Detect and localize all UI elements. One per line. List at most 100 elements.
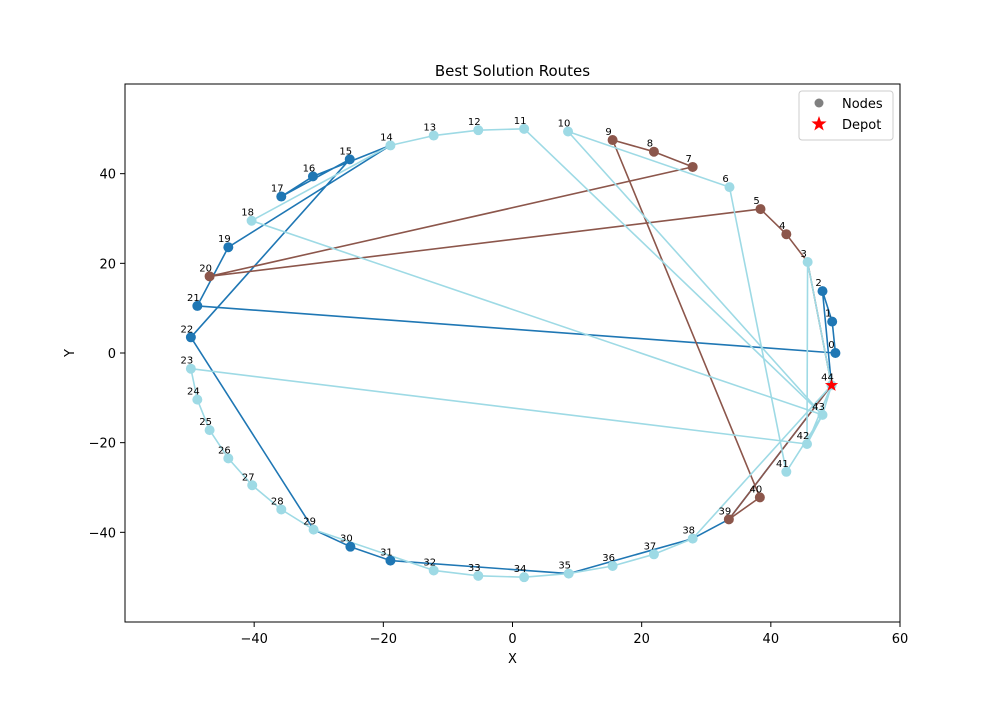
node-label-29: 29 <box>303 517 316 528</box>
legend-depot-icon <box>811 116 827 131</box>
y-axis-label: Y <box>63 349 78 358</box>
node-point-33 <box>473 570 484 581</box>
node-point-6 <box>724 182 735 193</box>
node-point-37 <box>648 549 659 560</box>
node-label-13: 13 <box>423 123 436 134</box>
node-point-20 <box>204 271 215 282</box>
y-axis: −40 −20 0 20 40 <box>89 168 125 541</box>
node-point-35 <box>563 568 574 579</box>
node-point-25 <box>204 425 215 436</box>
x-axis-label: X <box>508 652 517 667</box>
node-point-18 <box>246 215 257 226</box>
chart-title: Best Solution Routes <box>435 62 590 80</box>
node-label-34: 34 <box>514 564 527 575</box>
node-point-39 <box>723 514 734 525</box>
node-point-11 <box>519 123 530 134</box>
legend-nodes-icon <box>814 98 824 108</box>
node-point-19 <box>223 242 234 253</box>
node-point-28 <box>276 504 287 515</box>
x-tick-label: 40 <box>763 632 780 647</box>
node-point-34 <box>519 572 530 583</box>
x-tick-label: 20 <box>633 632 650 647</box>
node-label-16: 16 <box>303 163 316 174</box>
x-tick-label: 0 <box>508 632 516 647</box>
node-label-19: 19 <box>218 234 231 245</box>
node-label-15: 15 <box>339 146 352 157</box>
node-point-24 <box>192 394 203 405</box>
node-label-24: 24 <box>187 387 200 398</box>
legend-label-nodes: Nodes <box>842 97 883 112</box>
node-point-36 <box>607 560 618 571</box>
node-point-4 <box>781 229 792 240</box>
x-tick-label: −20 <box>370 632 397 647</box>
node-label-42: 42 <box>797 431 810 442</box>
node-label-36: 36 <box>602 553 615 564</box>
node-label-0: 0 <box>828 340 834 351</box>
node-label-10: 10 <box>558 119 571 130</box>
legend: Nodes Depot <box>798 90 894 141</box>
node-label-30: 30 <box>340 534 353 545</box>
node-point-8 <box>648 146 659 157</box>
node-label-22: 22 <box>181 324 194 335</box>
node-point-32 <box>428 565 439 576</box>
node-label-38: 38 <box>682 526 695 537</box>
node-point-23 <box>185 363 196 374</box>
node-label-28: 28 <box>271 496 284 507</box>
y-tick-label: 40 <box>99 168 116 183</box>
node-label-33: 33 <box>468 563 481 574</box>
node-point-31 <box>385 555 396 566</box>
node-label-2: 2 <box>815 278 821 289</box>
y-tick-label: −20 <box>89 437 116 452</box>
node-point-27 <box>247 480 258 491</box>
node-label-31: 31 <box>380 548 393 559</box>
node-point-3 <box>802 256 813 267</box>
node-label-37: 37 <box>644 541 657 552</box>
node-point-26 <box>223 453 234 464</box>
node-label-21: 21 <box>187 293 200 304</box>
node-label-6: 6 <box>722 174 728 185</box>
node-label-35: 35 <box>558 561 571 572</box>
legend-label-depot: Depot <box>842 118 881 133</box>
node-label-23: 23 <box>181 356 194 367</box>
node-label-41: 41 <box>776 459 789 470</box>
node-point-21 <box>192 300 203 311</box>
node-point-16 <box>307 171 318 182</box>
node-label-39: 39 <box>718 506 731 517</box>
node-point-9 <box>607 135 618 146</box>
node-point-29 <box>308 524 319 535</box>
node-point-30 <box>345 541 356 552</box>
node-label-25: 25 <box>199 417 212 428</box>
node-point-42 <box>802 439 812 450</box>
node-label-32: 32 <box>423 557 436 568</box>
node-point-7 <box>687 161 698 172</box>
node-labels-layer: 0123456789101112131415161718192021222324… <box>181 116 835 575</box>
node-label-20: 20 <box>199 263 212 274</box>
y-tick-label: −40 <box>89 526 116 541</box>
node-point-40 <box>754 492 765 503</box>
node-label-18: 18 <box>241 208 254 219</box>
nodes-layer <box>185 123 841 583</box>
node-point-0 <box>830 348 841 358</box>
depot-marker <box>824 378 839 391</box>
node-point-14 <box>385 140 396 151</box>
node-point-17 <box>276 191 287 202</box>
y-tick-label: 20 <box>99 257 116 272</box>
node-label-4: 4 <box>779 221 785 232</box>
x-axis: −40 −20 0 20 40 60 <box>240 622 908 647</box>
node-point-41 <box>781 466 792 477</box>
node-label-43: 43 <box>812 402 825 413</box>
node-point-43 <box>817 409 828 420</box>
node-label-7: 7 <box>686 154 692 165</box>
node-point-38 <box>687 533 698 544</box>
node-label-26: 26 <box>218 445 231 456</box>
node-label-1: 1 <box>825 309 831 320</box>
node-point-12 <box>473 125 484 136</box>
node-label-11: 11 <box>514 116 527 127</box>
node-point-15 <box>344 154 355 165</box>
node-label-3: 3 <box>800 249 806 260</box>
node-label-5: 5 <box>753 196 759 207</box>
node-point-13 <box>428 130 439 141</box>
node-point-22 <box>185 332 196 343</box>
node-label-12: 12 <box>468 117 481 128</box>
